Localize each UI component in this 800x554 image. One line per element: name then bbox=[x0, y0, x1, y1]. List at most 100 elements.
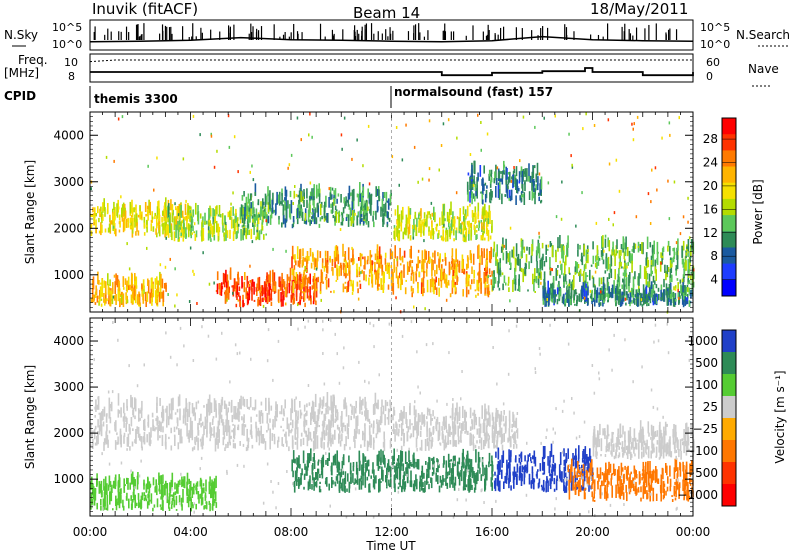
range-gate-cell bbox=[385, 191, 388, 203]
range-gate-cell bbox=[126, 417, 128, 425]
range-gate-cell bbox=[411, 224, 414, 229]
range-gate-cell bbox=[102, 202, 104, 212]
range-gate-cell bbox=[100, 303, 103, 307]
range-gate-cell bbox=[235, 208, 237, 216]
range-gate-cell bbox=[167, 224, 170, 238]
range-gate-cell bbox=[176, 408, 179, 413]
range-gate-cell bbox=[592, 277, 595, 288]
range-gate-cell bbox=[291, 294, 294, 298]
range-gate-cell bbox=[466, 181, 469, 195]
range-gate-cell bbox=[310, 298, 312, 305]
range-gate-cell bbox=[412, 288, 414, 294]
range-gate-cell bbox=[436, 416, 439, 425]
range-gate-cell bbox=[138, 302, 140, 307]
range-gate-cell bbox=[252, 222, 254, 227]
noise-panel-frame bbox=[89, 19, 694, 51]
range-gate-cell bbox=[409, 402, 411, 416]
range-gate-cell bbox=[471, 179, 474, 191]
range-gate-cell bbox=[111, 220, 113, 225]
range-gate-cell bbox=[395, 296, 397, 300]
range-gate-cell bbox=[458, 457, 461, 465]
range-gate-cell bbox=[94, 425, 97, 430]
range-gate-cell bbox=[162, 222, 164, 235]
range-gate-cell bbox=[469, 176, 471, 190]
range-gate-cell bbox=[480, 121, 482, 124]
range-gate-cell bbox=[426, 421, 428, 432]
range-gate-cell bbox=[382, 192, 384, 202]
range-gate-cell bbox=[363, 265, 365, 270]
range-gate-cell bbox=[310, 262, 313, 269]
range-gate-cell bbox=[618, 267, 620, 276]
range-gate-cell bbox=[258, 435, 261, 441]
range-gate-cell bbox=[174, 267, 176, 271]
range-gate-cell bbox=[592, 298, 594, 301]
range-gate-cell bbox=[353, 429, 356, 440]
range-gate-cell bbox=[563, 299, 566, 303]
cpid-segment-1: themis 3300 bbox=[94, 92, 178, 106]
range-gate-cell bbox=[393, 406, 395, 416]
range-gate-cell bbox=[218, 205, 221, 216]
range-gate-cell bbox=[350, 279, 352, 287]
range-gate-cell bbox=[512, 174, 515, 188]
range-gate-cell bbox=[684, 285, 686, 295]
range-gate-cell bbox=[114, 424, 116, 431]
range-gate-cell bbox=[291, 285, 293, 294]
range-gate-cell bbox=[297, 410, 299, 420]
range-gate-cell bbox=[432, 466, 435, 475]
range-gate-cell bbox=[117, 436, 119, 445]
range-gate-cell bbox=[337, 254, 340, 265]
range-gate-cell bbox=[317, 411, 320, 419]
range-gate-cell bbox=[154, 215, 156, 219]
range-gate-cell bbox=[147, 164, 149, 168]
range-gate-cell bbox=[471, 420, 474, 430]
range-gate-cell bbox=[160, 421, 162, 431]
range-gate-cell bbox=[583, 476, 585, 479]
range-gate-cell bbox=[492, 416, 495, 429]
range-gate-cell bbox=[412, 225, 415, 239]
range-gate-cell bbox=[523, 171, 525, 175]
range-gate-cell bbox=[331, 462, 333, 476]
range-gate-cell bbox=[325, 409, 328, 413]
range-gate-cell bbox=[532, 192, 535, 199]
range-gate-cell bbox=[196, 302, 198, 305]
range-gate-cell bbox=[471, 279, 473, 285]
range-gate-cell bbox=[574, 474, 577, 484]
range-gate-cell bbox=[191, 232, 193, 235]
range-gate-cell bbox=[343, 258, 346, 263]
range-gate-cell bbox=[454, 417, 456, 426]
range-gate-cell bbox=[591, 300, 593, 305]
range-gate-cell bbox=[242, 300, 244, 308]
range-gate-cell bbox=[411, 423, 413, 426]
range-gate-cell bbox=[158, 230, 160, 234]
range-gate-cell bbox=[305, 258, 307, 262]
range-gate-cell bbox=[266, 412, 269, 422]
range-gate-cell bbox=[358, 478, 361, 490]
range-gate-cell bbox=[305, 420, 308, 426]
range-gate-cell bbox=[397, 464, 400, 469]
range-gate-cell bbox=[343, 116, 346, 120]
range-gate-cell bbox=[469, 432, 471, 446]
range-gate-cell bbox=[614, 253, 616, 266]
range-gate-cell bbox=[342, 478, 344, 492]
range-gate-cell bbox=[389, 399, 391, 406]
range-gate-cell bbox=[528, 191, 531, 200]
range-gate-cell bbox=[170, 403, 173, 411]
range-gate-cell bbox=[315, 184, 318, 199]
range-gate-cell bbox=[504, 421, 507, 434]
range-gate-cell bbox=[137, 426, 140, 438]
range-gate-cell bbox=[268, 282, 270, 296]
range-gate-cell bbox=[368, 483, 371, 492]
range-gate-cell bbox=[450, 201, 452, 215]
range-gate-cell bbox=[555, 215, 558, 219]
range-gate-cell bbox=[398, 482, 400, 485]
range-gate-cell bbox=[206, 220, 208, 225]
range-gate-cell bbox=[426, 475, 428, 485]
range-gate-cell bbox=[165, 435, 167, 440]
range-gate-cell bbox=[212, 433, 214, 436]
range-gate-cell bbox=[571, 471, 573, 486]
range-gate-cell bbox=[260, 425, 262, 436]
range-gate-cell bbox=[292, 470, 294, 478]
range-gate-cell bbox=[310, 416, 313, 421]
range-gate-cell bbox=[315, 300, 317, 306]
range-gate-cell bbox=[352, 462, 355, 467]
